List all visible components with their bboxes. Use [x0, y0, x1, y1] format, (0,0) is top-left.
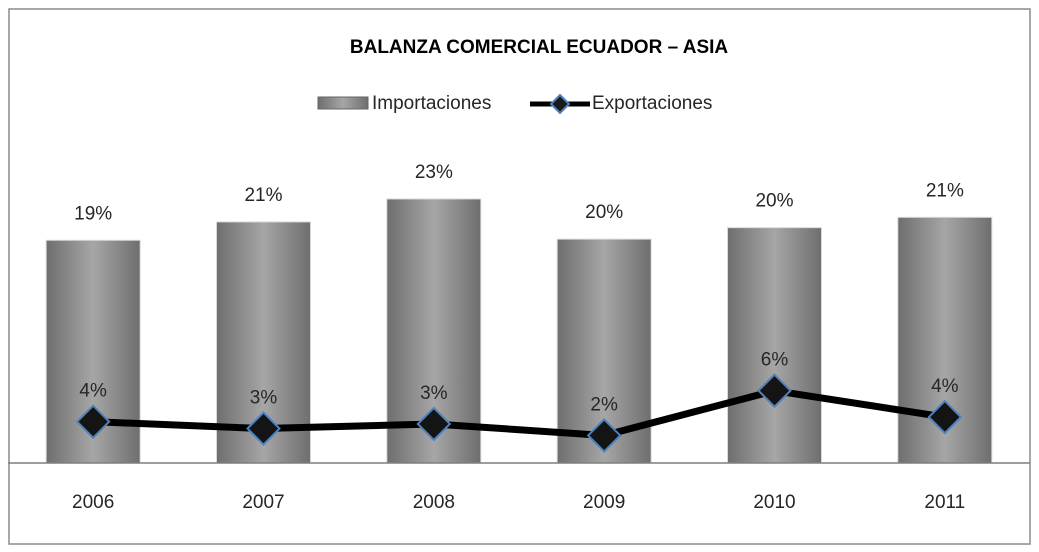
line-marker	[416, 406, 452, 442]
data-label: 20%	[755, 191, 793, 212]
chart-frame	[8, 8, 1031, 545]
data-label: 3%	[250, 388, 278, 409]
line-marker	[75, 404, 111, 440]
line-marker	[757, 373, 792, 409]
data-label: 2%	[590, 394, 618, 415]
data-label: 4%	[79, 381, 107, 402]
data-label: 19%	[74, 203, 112, 224]
x-tick-label: 2008	[413, 492, 455, 513]
x-tick-label: 2007	[242, 492, 284, 513]
legend-marker	[549, 93, 571, 115]
data-label: 3%	[420, 383, 448, 404]
line-marker	[586, 418, 622, 453]
legend-label: Importaciones	[372, 93, 491, 114]
x-tick-label: 2011	[924, 492, 965, 513]
legend-swatch	[317, 96, 369, 110]
x-tick-label: 2010	[753, 492, 795, 513]
data-label: 23%	[415, 162, 453, 183]
data-label: 21%	[926, 180, 964, 201]
x-tick-label: 2006	[72, 492, 114, 513]
chart-title: BALANZA COMERCIAL ECUADOR – ASIA	[350, 37, 729, 58]
line	[93, 387, 946, 439]
line-marker	[246, 411, 281, 446]
x-tick-label: 2009	[583, 492, 625, 513]
data-label: 20%	[585, 202, 623, 223]
data-label: 4%	[931, 376, 959, 397]
bar	[727, 227, 822, 464]
legend-label: Exportaciones	[592, 93, 712, 114]
line-marker	[927, 399, 963, 435]
data-label: 6%	[761, 350, 789, 371]
data-label: 21%	[244, 185, 282, 206]
